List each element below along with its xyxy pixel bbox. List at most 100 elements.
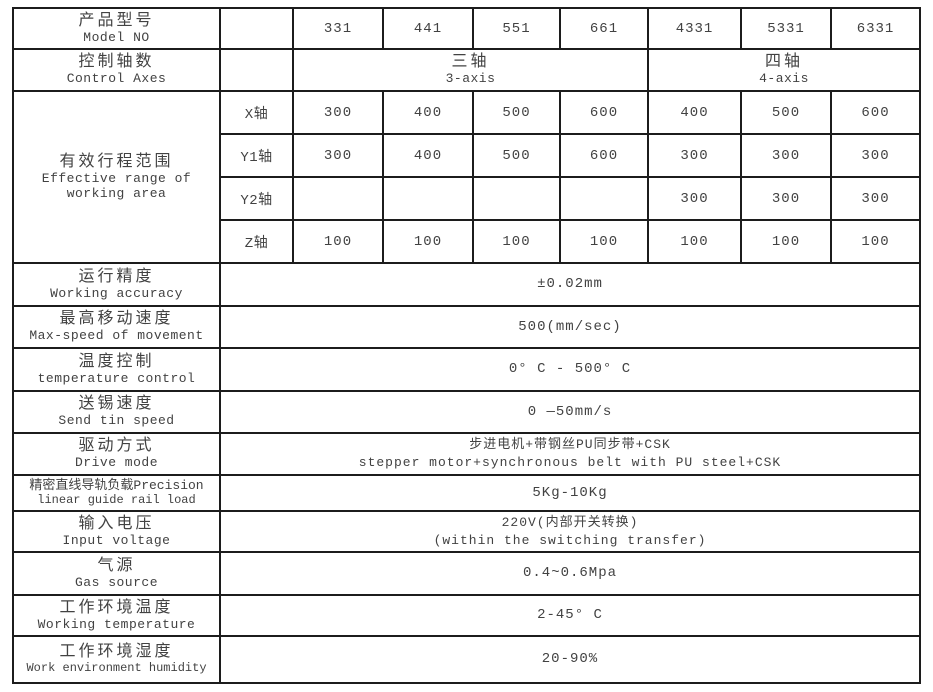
spec-value-line: 500(mm/sec) [518, 318, 622, 335]
axis-value-cell: 100 [740, 219, 832, 264]
axis-name-z: Z轴 [219, 219, 294, 264]
spec-label-cell: 运行精度 Working accuracy [12, 262, 221, 307]
axis-value-cell: 100 [559, 219, 649, 264]
model-no-label-zh: 产品型号 [78, 11, 155, 30]
spec-label-zh: 温度控制 [78, 352, 155, 371]
row-max-speed: 最高移动速度 Max-speed of movement 500(mm/sec) [12, 305, 921, 349]
axis-value-cell: 600 [559, 90, 649, 135]
empty-subheader-cell [219, 48, 294, 92]
model-no-label-cell: 产品型号 Model NO [12, 7, 221, 50]
axis-value-cell: 100 [292, 219, 384, 264]
axis-name-y1: Y1轴 [219, 133, 294, 178]
model-cell-6331: 6331 [830, 7, 921, 50]
axis-name-x: X轴 [219, 90, 294, 135]
axes-group-4axis-en: 4-axis [759, 71, 809, 87]
axis-value-cell: 500 [740, 90, 832, 135]
spec-value-cell: 0 —50mm/s [219, 390, 921, 434]
row-temperature-control: 温度控制 temperature control 0° C - 500° C [12, 347, 921, 392]
axes-group-3axis-zh: 三轴 [451, 53, 490, 72]
spec-label-zh: 工作环境湿度 [59, 643, 174, 661]
axis-value-cell [292, 176, 384, 221]
spec-label-en: Work environment humidity [26, 661, 207, 676]
spec-value-line: 0.4~0.6Mpa [522, 565, 617, 582]
spec-value-cell: 0° C - 500° C [219, 347, 921, 392]
spec-label-cell: 最高移动速度 Max-speed of movement [12, 305, 221, 349]
row-axis-y1: Y1轴 300 400 500 600 300 300 300 [13, 133, 921, 178]
spec-value-cell: 2-45° C [219, 594, 921, 637]
model-cell-4331: 4331 [647, 7, 742, 50]
control-axes-label-en: Control Axes [66, 71, 167, 87]
axis-value-cell: 100 [472, 219, 561, 264]
spec-label-en: Gas source [74, 574, 158, 590]
control-axes-label-cell: 控制轴数 Control Axes [12, 48, 221, 92]
effective-range-label-zh: 有效行程范围 [59, 153, 174, 172]
axis-value-cell: 300 [292, 90, 384, 135]
spec-value-cell: 220V(内部开关转换) (within the switching trans… [219, 510, 921, 553]
spec-value-cell: ±0.02mm [219, 262, 921, 307]
spec-label-en: linear guide rail load [37, 493, 196, 508]
row-working-temperature: 工作环境温度 Working temperature 2-45° C [12, 594, 921, 637]
spec-value-line: 0 —50mm/s [527, 403, 613, 420]
spec-label-en: Max-speed of movement [29, 328, 204, 344]
axis-value-cell [559, 176, 649, 221]
axis-value-cell: 100 [647, 219, 742, 264]
spec-label-zh: 运行精度 [78, 267, 155, 286]
axis-value-cell [382, 176, 474, 221]
model-cell-661: 661 [559, 7, 649, 50]
model-cell-441: 441 [382, 7, 474, 50]
spec-label-zh: 最高移动速度 [59, 310, 174, 329]
spec-value-line: 20-90% [541, 651, 599, 668]
spec-label-cell: 温度控制 temperature control [12, 347, 221, 392]
spec-label-en: Working temperature [37, 616, 196, 632]
spec-label-en: Input voltage [62, 532, 171, 548]
axes-group-3axis-cell: 三轴 3-axis [292, 48, 649, 92]
row-input-voltage: 输入电压 Input voltage 220V(内部开关转换) (within … [12, 510, 921, 553]
row-send-tin-speed: 送锡速度 Send tin speed 0 —50mm/s [12, 390, 921, 434]
row-working-accuracy: 运行精度 Working accuracy ±0.02mm [12, 262, 921, 307]
effective-range-label-cell: 有效行程范围 Effective range of working area [12, 90, 221, 264]
axis-value-cell [472, 176, 561, 221]
axis-value-cell: 300 [740, 176, 832, 221]
axis-value-cell: 600 [559, 133, 649, 178]
row-axis-x: 有效行程范围 Effective range of working area X… [12, 90, 921, 264]
row-linear-guide-rail-load: 精密直线导轨负载Precision linear guide rail load… [12, 474, 921, 512]
spec-label-zh: 送锡速度 [78, 395, 155, 414]
spec-value-line: (within the switching transfer) [433, 532, 707, 548]
spec-label-en: Drive mode [74, 455, 158, 471]
axis-value-cell: 400 [382, 133, 474, 178]
axis-value-cell: 300 [647, 176, 742, 221]
axis-value-cell: 300 [740, 133, 832, 178]
spec-label-cell: 工作环境湿度 Work environment humidity [12, 635, 221, 684]
row-control-axes: 控制轴数 Control Axes 三轴 3-axis 四轴 4-axis [12, 48, 921, 92]
axis-value-cell: 500 [472, 133, 561, 178]
spec-value-line: stepper motor+synchronous belt with PU s… [358, 455, 782, 470]
axes-group-4axis-zh: 四轴 [764, 53, 803, 72]
axis-value-cell: 300 [830, 133, 921, 178]
effective-range-label-en2: working area [66, 185, 167, 201]
axis-value-cell: 400 [647, 90, 742, 135]
spec-label-cell: 输入电压 Input voltage [12, 510, 221, 553]
axes-group-4axis-cell: 四轴 4-axis [647, 48, 921, 92]
spec-value-line: 2-45° C [537, 607, 603, 624]
spec-label-en: temperature control [37, 370, 196, 386]
row-gas-source: 气源 Gas source 0.4~0.6Mpa [12, 551, 921, 596]
spec-label-cell: 精密直线导轨负载Precision linear guide rail load [12, 474, 221, 512]
axis-value-cell: 400 [382, 90, 474, 135]
spec-value-line: 0° C - 500° C [508, 361, 632, 378]
axes-group-3axis-en: 3-axis [445, 71, 496, 87]
empty-subheader-cell [219, 7, 294, 50]
spec-label-cell: 气源 Gas source [12, 551, 221, 596]
product-spec-table: 产品型号 Model NO 331 441 551 661 4331 5331 … [12, 7, 921, 684]
spec-label-cell: 工作环境温度 Working temperature [12, 594, 221, 637]
axis-value-cell: 100 [830, 219, 921, 264]
spec-label-zh: 工作环境温度 [59, 598, 174, 617]
model-cell-331: 331 [292, 7, 384, 50]
model-no-label-en: Model NO [83, 29, 150, 45]
model-cell-5331: 5331 [740, 7, 832, 50]
effective-range-label-en1: Effective range of [41, 171, 192, 187]
spec-value-line: 步进电机+带钢丝PU同步带+CSK [469, 437, 671, 453]
axis-value-cell: 300 [830, 176, 921, 221]
row-axis-z: Z轴 100 100 100 100 100 100 100 [13, 219, 921, 264]
spec-value-cell: 500(mm/sec) [219, 305, 921, 349]
